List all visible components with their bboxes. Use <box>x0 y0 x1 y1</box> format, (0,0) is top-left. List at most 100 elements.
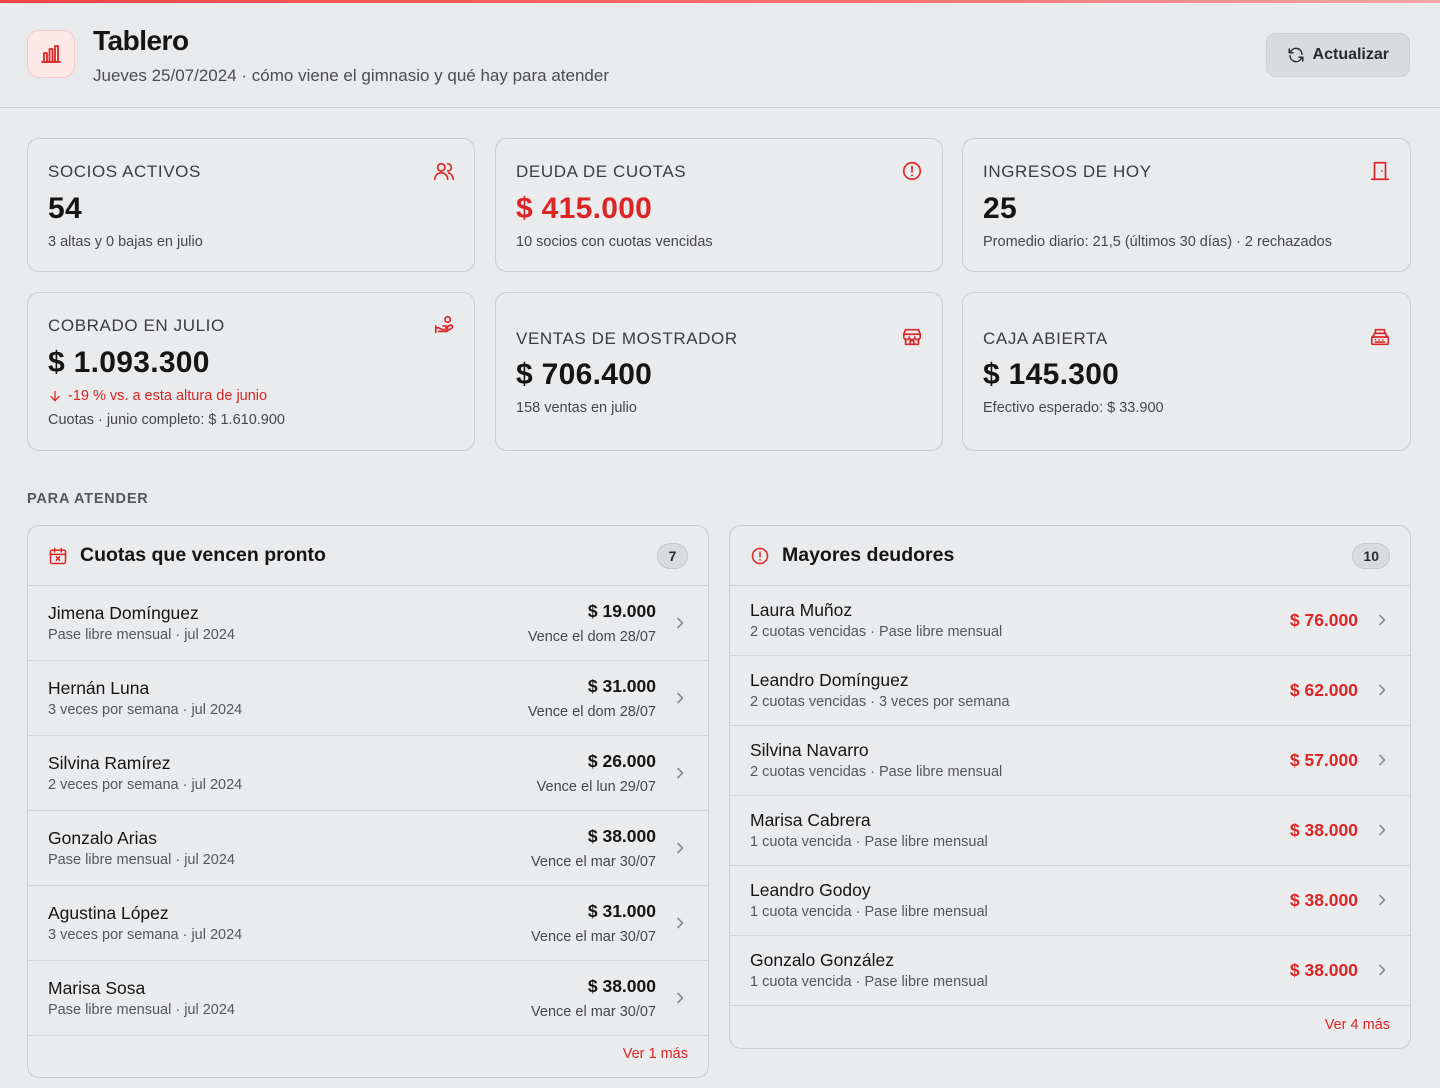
count-badge: 10 <box>1352 543 1390 569</box>
kpi-label: CAJA ABIERTA <box>983 329 1108 348</box>
due-amount: $ 26.000 <box>587 751 656 771</box>
kpi-label: INGRESOS DE HOY <box>983 162 1152 181</box>
member-plan: Pase libre mensual · jul 2024 <box>48 852 235 868</box>
cash-register-icon <box>1368 325 1392 349</box>
chevron-right-icon <box>1379 964 1386 976</box>
due-amount: $ 38.000 <box>587 976 656 996</box>
kpi-subtext: 3 altas y 0 bajas en julio <box>48 234 203 250</box>
refresh-button[interactable]: Actualizar <box>1265 33 1410 77</box>
refresh-icon <box>1287 46 1305 64</box>
member-name: Silvina Navarro <box>750 740 869 760</box>
page-header: Tablero Jueves 25/07/2024 · cómo viene e… <box>0 3 1440 108</box>
alert-circle-icon <box>900 159 924 183</box>
kpi-value: $ 145.300 <box>983 358 1120 391</box>
kpi-value: 25 <box>983 192 1017 225</box>
due-date: Vence el dom 28/07 <box>527 704 656 720</box>
chevron-right-icon <box>1379 824 1386 836</box>
hand-coins-icon <box>432 313 456 337</box>
debt-amount: $ 76.000 <box>1289 610 1358 630</box>
kpi-card-counter-sales: VENTAS DE MOSTRADOR $ 706.400 158 ventas… <box>495 292 943 451</box>
door-icon <box>1368 159 1392 183</box>
member-debt-detail: 1 cuota vencida · Pase libre mensual <box>750 904 988 920</box>
chevron-right-icon <box>677 917 684 929</box>
kpi-value: $ 1.093.300 <box>48 346 210 379</box>
list-item[interactable]: Jimena Domínguez Pase libre mensual · ju… <box>28 586 708 661</box>
kpi-value: 54 <box>48 192 82 225</box>
kpi-card-open-cash: CAJA ABIERTA $ 145.300 Efectivo esperado… <box>962 292 1411 451</box>
panel-title: Cuotas que vencen pronto <box>80 544 326 566</box>
chevron-right-icon <box>1379 754 1386 766</box>
list-item[interactable]: Gonzalo González 1 cuota vencida · Pase … <box>730 936 1410 1006</box>
kpi-label: VENTAS DE MOSTRADOR <box>516 329 738 348</box>
chevron-right-icon <box>677 767 684 779</box>
list-item[interactable]: Laura Muñoz 2 cuotas vencidas · Pase lib… <box>730 586 1410 656</box>
list-item[interactable]: Gonzalo Arias Pase libre mensual · jul 2… <box>28 811 708 886</box>
chevron-right-icon <box>1379 894 1386 906</box>
kpi-card-dues-debt: DEUDA DE CUOTAS $ 415.000 10 socios con … <box>495 138 943 272</box>
kpi-subtext: Efectivo esperado: $ 33.900 <box>983 400 1164 416</box>
member-plan: 2 veces por semana · jul 2024 <box>48 777 243 793</box>
chevron-right-icon <box>677 842 684 854</box>
users-icon <box>432 159 456 183</box>
member-name: Silvina Ramírez <box>48 753 171 773</box>
list-item[interactable]: Agustina López 3 veces por semana · jul … <box>28 886 708 961</box>
list-item[interactable]: Leandro Domínguez 2 cuotas vencidas · 3 … <box>730 656 1410 726</box>
member-plan: 3 veces por semana · jul 2024 <box>48 702 243 718</box>
kpi-subtext: Cuotas · junio completo: $ 1.610.900 <box>48 412 285 428</box>
panel-title: Mayores deudores <box>782 544 955 566</box>
due-amount: $ 38.000 <box>587 826 656 846</box>
see-more-link[interactable]: Ver 4 más <box>1324 1017 1390 1033</box>
member-name: Agustina López <box>48 903 169 923</box>
panel-header: Mayores deudores 10 <box>730 526 1410 586</box>
calendar-x-icon <box>48 546 68 566</box>
member-name: Gonzalo González <box>750 950 894 970</box>
debt-amount: $ 38.000 <box>1289 890 1358 910</box>
see-more-link[interactable]: Ver 1 más <box>622 1046 688 1062</box>
kpi-card-entries-today: INGRESOS DE HOY 25 Promedio diario: 21,5… <box>962 138 1411 272</box>
member-plan: 3 veces por semana · jul 2024 <box>48 927 243 943</box>
alert-circle-icon <box>750 546 770 566</box>
chevron-right-icon <box>677 692 684 704</box>
chevron-right-icon <box>1379 684 1386 696</box>
list-item[interactable]: Marisa Sosa Pase libre mensual · jul 202… <box>28 961 708 1036</box>
debt-amount: $ 38.000 <box>1289 820 1358 840</box>
debt-amount: $ 57.000 <box>1289 750 1358 770</box>
list-item[interactable]: Leandro Godoy 1 cuota vencida · Pase lib… <box>730 866 1410 936</box>
top-accent-bar <box>0 0 1440 3</box>
member-debt-detail: 2 cuotas vencidas · 3 veces por semana <box>750 694 1010 710</box>
debt-amount: $ 38.000 <box>1289 960 1358 980</box>
kpi-value: $ 415.000 <box>516 192 653 225</box>
chevron-right-icon <box>677 992 684 1004</box>
chart-bar-icon <box>27 30 75 78</box>
due-date: Vence el mar 30/07 <box>531 854 656 870</box>
due-amount: $ 31.000 <box>587 901 656 921</box>
due-date: Vence el mar 30/07 <box>531 929 656 945</box>
due-date: Vence el lun 29/07 <box>536 779 656 795</box>
due-date: Vence el mar 30/07 <box>531 1004 656 1020</box>
debt-amount: $ 62.000 <box>1289 680 1358 700</box>
member-name: Laura Muñoz <box>750 600 853 620</box>
list-item[interactable]: Silvina Ramírez 2 veces por semana · jul… <box>28 736 708 811</box>
member-debt-detail: 2 cuotas vencidas · Pase libre mensual <box>750 624 1003 640</box>
member-name: Hernán Luna <box>48 678 150 698</box>
member-name: Leandro Domínguez <box>750 670 909 690</box>
kpi-card-collected-july: COBRADO EN JULIO $ 1.093.300 -19 % vs. a… <box>27 292 475 451</box>
member-debt-detail: 2 cuotas vencidas · Pase libre mensual <box>750 764 1003 780</box>
list-item[interactable]: Hernán Luna 3 veces por semana · jul 202… <box>28 661 708 736</box>
member-name: Leandro Godoy <box>750 880 871 900</box>
list-item[interactable]: Silvina Navarro 2 cuotas vencidas · Pase… <box>730 726 1410 796</box>
kpi-subtext: 158 ventas en julio <box>516 400 637 416</box>
kpi-subtext: Promedio diario: 21,5 (últimos 30 días) … <box>983 234 1332 250</box>
member-name: Marisa Cabrera <box>750 810 871 830</box>
list-item[interactable]: Marisa Cabrera 1 cuota vencida · Pase li… <box>730 796 1410 866</box>
refresh-label: Actualizar <box>1312 46 1389 63</box>
member-plan: Pase libre mensual · jul 2024 <box>48 1002 235 1018</box>
panel-header: Cuotas que vencen pronto 7 <box>28 526 708 586</box>
kpi-value: $ 706.400 <box>516 358 653 391</box>
count-badge: 7 <box>657 543 688 569</box>
chevron-right-icon <box>1379 614 1386 626</box>
kpi-trend: -19 % vs. a esta altura de junio <box>48 388 267 404</box>
kpi-label: SOCIOS ACTIVOS <box>48 162 201 181</box>
page-title: Tablero <box>93 25 189 56</box>
kpi-trend-text: -19 % vs. a esta altura de junio <box>68 388 268 404</box>
